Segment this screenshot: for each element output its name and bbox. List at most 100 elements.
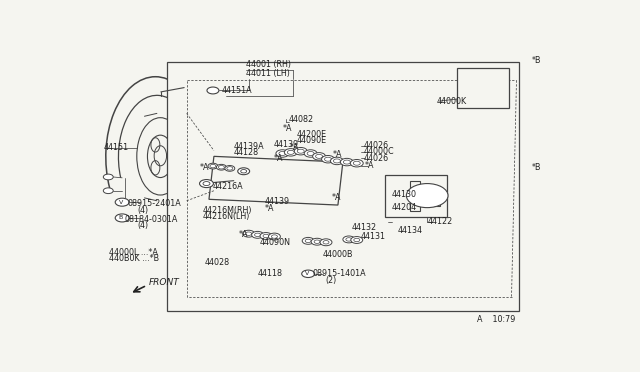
Circle shape: [243, 230, 255, 237]
Text: 44028: 44028: [205, 259, 230, 267]
Polygon shape: [490, 82, 504, 97]
Circle shape: [353, 161, 360, 165]
Text: *A: *A: [332, 193, 342, 202]
Text: 44118: 44118: [257, 269, 283, 278]
Circle shape: [312, 153, 326, 160]
Text: A    10:79: A 10:79: [477, 315, 515, 324]
Circle shape: [323, 241, 329, 244]
Circle shape: [237, 168, 250, 175]
Circle shape: [203, 182, 210, 186]
Circle shape: [314, 240, 320, 243]
Circle shape: [218, 166, 225, 169]
Circle shape: [301, 270, 315, 278]
Circle shape: [246, 232, 252, 235]
Text: 44131: 44131: [360, 232, 385, 241]
Text: 44082: 44082: [288, 115, 314, 124]
Text: 08915-2401A: 08915-2401A: [127, 199, 181, 208]
Text: B: B: [118, 215, 123, 221]
Circle shape: [305, 239, 311, 243]
Text: 44216N(LH): 44216N(LH): [203, 212, 250, 221]
Text: *A: *A: [365, 161, 374, 170]
Circle shape: [320, 239, 332, 246]
Circle shape: [252, 231, 264, 238]
Text: (2): (2): [326, 276, 337, 285]
Text: FRONT: FRONT: [148, 279, 179, 288]
Text: 44000L ...*A: 44000L ...*A: [109, 248, 157, 257]
Bar: [167, 62, 519, 311]
Text: 44090N: 44090N: [260, 238, 291, 247]
Circle shape: [115, 198, 129, 206]
Text: 44216M(RH): 44216M(RH): [203, 206, 253, 215]
Circle shape: [346, 238, 352, 241]
Text: *B: *B: [531, 163, 541, 172]
Bar: [410, 181, 420, 211]
Circle shape: [225, 166, 235, 171]
Text: 44000C: 44000C: [364, 147, 394, 156]
Circle shape: [316, 154, 323, 158]
Circle shape: [307, 151, 314, 155]
Circle shape: [324, 157, 332, 161]
Circle shape: [279, 151, 286, 155]
Text: 44132: 44132: [352, 224, 377, 232]
Text: *A: *A: [200, 163, 209, 172]
Text: 44122: 44122: [428, 217, 452, 226]
Circle shape: [227, 167, 233, 170]
Text: 44026: 44026: [364, 154, 389, 163]
Text: 44001 (RH): 44001 (RH): [246, 60, 291, 69]
Circle shape: [287, 150, 294, 154]
Text: 44130: 44130: [392, 190, 417, 199]
Text: 44139A: 44139A: [234, 142, 264, 151]
Text: 08184-0301A: 08184-0301A: [125, 215, 178, 224]
Circle shape: [263, 234, 269, 238]
Text: (4): (4): [137, 221, 148, 230]
Circle shape: [354, 238, 360, 242]
Circle shape: [207, 87, 219, 94]
Text: 44139: 44139: [264, 197, 290, 206]
Text: 08915-1401A: 08915-1401A: [312, 269, 365, 278]
Text: 44200E: 44200E: [296, 129, 326, 138]
Text: 44139: 44139: [273, 140, 299, 149]
Text: 44026: 44026: [364, 141, 389, 150]
Circle shape: [210, 164, 216, 168]
Circle shape: [351, 237, 363, 243]
Circle shape: [103, 188, 113, 193]
Circle shape: [321, 155, 335, 163]
Text: 44204: 44204: [392, 203, 417, 212]
Circle shape: [344, 160, 350, 164]
Text: *A: *A: [282, 124, 292, 133]
Circle shape: [330, 157, 344, 165]
Circle shape: [350, 160, 364, 167]
Polygon shape: [209, 156, 343, 205]
Bar: [385, 175, 447, 217]
Circle shape: [333, 159, 340, 163]
Text: 44151: 44151: [104, 143, 129, 152]
Circle shape: [302, 237, 314, 244]
Text: 44151A: 44151A: [221, 86, 252, 95]
Circle shape: [208, 163, 218, 169]
Text: *B: *B: [531, 56, 541, 65]
Circle shape: [255, 233, 260, 237]
Text: 440B0K ...*B: 440B0K ...*B: [109, 254, 159, 263]
Text: V: V: [305, 271, 308, 276]
Text: 44128: 44128: [234, 148, 259, 157]
Circle shape: [406, 183, 448, 208]
Circle shape: [271, 235, 277, 238]
Circle shape: [284, 149, 297, 156]
Circle shape: [269, 233, 280, 240]
Bar: [457, 68, 509, 108]
Text: *A: *A: [239, 230, 248, 239]
Circle shape: [115, 214, 129, 222]
Text: *A: *A: [333, 150, 342, 158]
Circle shape: [216, 164, 227, 170]
Circle shape: [340, 158, 353, 166]
Circle shape: [297, 149, 304, 153]
Circle shape: [343, 236, 355, 243]
Bar: [420, 186, 440, 206]
Circle shape: [200, 180, 213, 187]
Text: 44216A: 44216A: [213, 182, 244, 191]
Text: *A: *A: [273, 154, 283, 163]
Text: 44090E: 44090E: [296, 136, 326, 145]
Circle shape: [311, 238, 323, 245]
Text: 44134: 44134: [397, 226, 422, 235]
Text: 44011 (LH): 44011 (LH): [246, 69, 290, 78]
